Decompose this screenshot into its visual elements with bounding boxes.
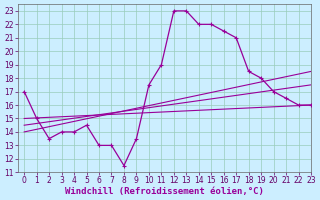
X-axis label: Windchill (Refroidissement éolien,°C): Windchill (Refroidissement éolien,°C) xyxy=(65,187,264,196)
